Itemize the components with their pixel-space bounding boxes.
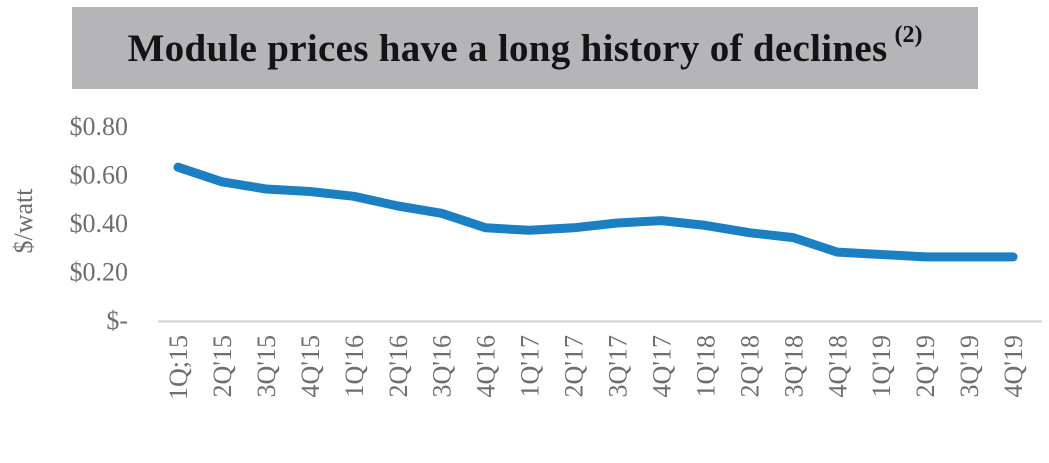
x-axis-tick-label: 3Q'16 xyxy=(428,335,457,397)
price-line-series xyxy=(173,162,1018,262)
x-axis-tick-label: 3Q'18 xyxy=(779,335,808,397)
x-axis-tick-label: 4Q'18 xyxy=(823,335,852,397)
x-axis-tick-label: 4Q'19 xyxy=(999,335,1028,397)
y-axis-tick-label: $0.20 xyxy=(70,258,129,287)
chart-title-banner: Module prices have a long history of dec… xyxy=(72,7,978,89)
x-axis-tick-label: 1Q'16 xyxy=(340,335,369,397)
x-axis-tick-label: 4Q'15 xyxy=(296,335,325,397)
x-axis-tick-label: 1Q'19 xyxy=(867,335,896,397)
y-axis-tick-label: $0.40 xyxy=(70,209,129,238)
y-axis-title: $/watt xyxy=(9,188,38,254)
x-axis-tick-label: 1Q'18 xyxy=(691,335,720,397)
x-axis-tick-label: 2Q'15 xyxy=(208,335,237,397)
y-axis-tick-label: $0.60 xyxy=(70,161,129,190)
chart-title: Module prices have a long history of dec… xyxy=(127,26,888,70)
y-axis-tick-label: $0.80 xyxy=(70,112,129,141)
x-axis-tick-label: 1Q;15 xyxy=(164,335,193,400)
x-axis-tick-label: 3Q'17 xyxy=(604,335,633,397)
x-axis-tick-label: 4Q'16 xyxy=(472,335,501,397)
x-axis-tick-label: 3Q'19 xyxy=(955,335,984,397)
x-axis-tick-label: 2Q'19 xyxy=(911,335,940,397)
x-axis-tick-label: 4Q'17 xyxy=(647,335,676,397)
y-axis-tick-label: $- xyxy=(106,306,128,335)
x-axis-tick-label: 2Q'18 xyxy=(735,335,764,397)
x-axis-tick-label: 2Q'17 xyxy=(560,335,589,397)
x-axis-tick-label: 1Q'17 xyxy=(516,335,545,397)
chart-title-footnote-ref: (2) xyxy=(894,21,923,48)
x-axis-tick-label: 2Q'16 xyxy=(384,335,413,397)
x-axis-tick-label: 3Q'15 xyxy=(252,335,281,397)
